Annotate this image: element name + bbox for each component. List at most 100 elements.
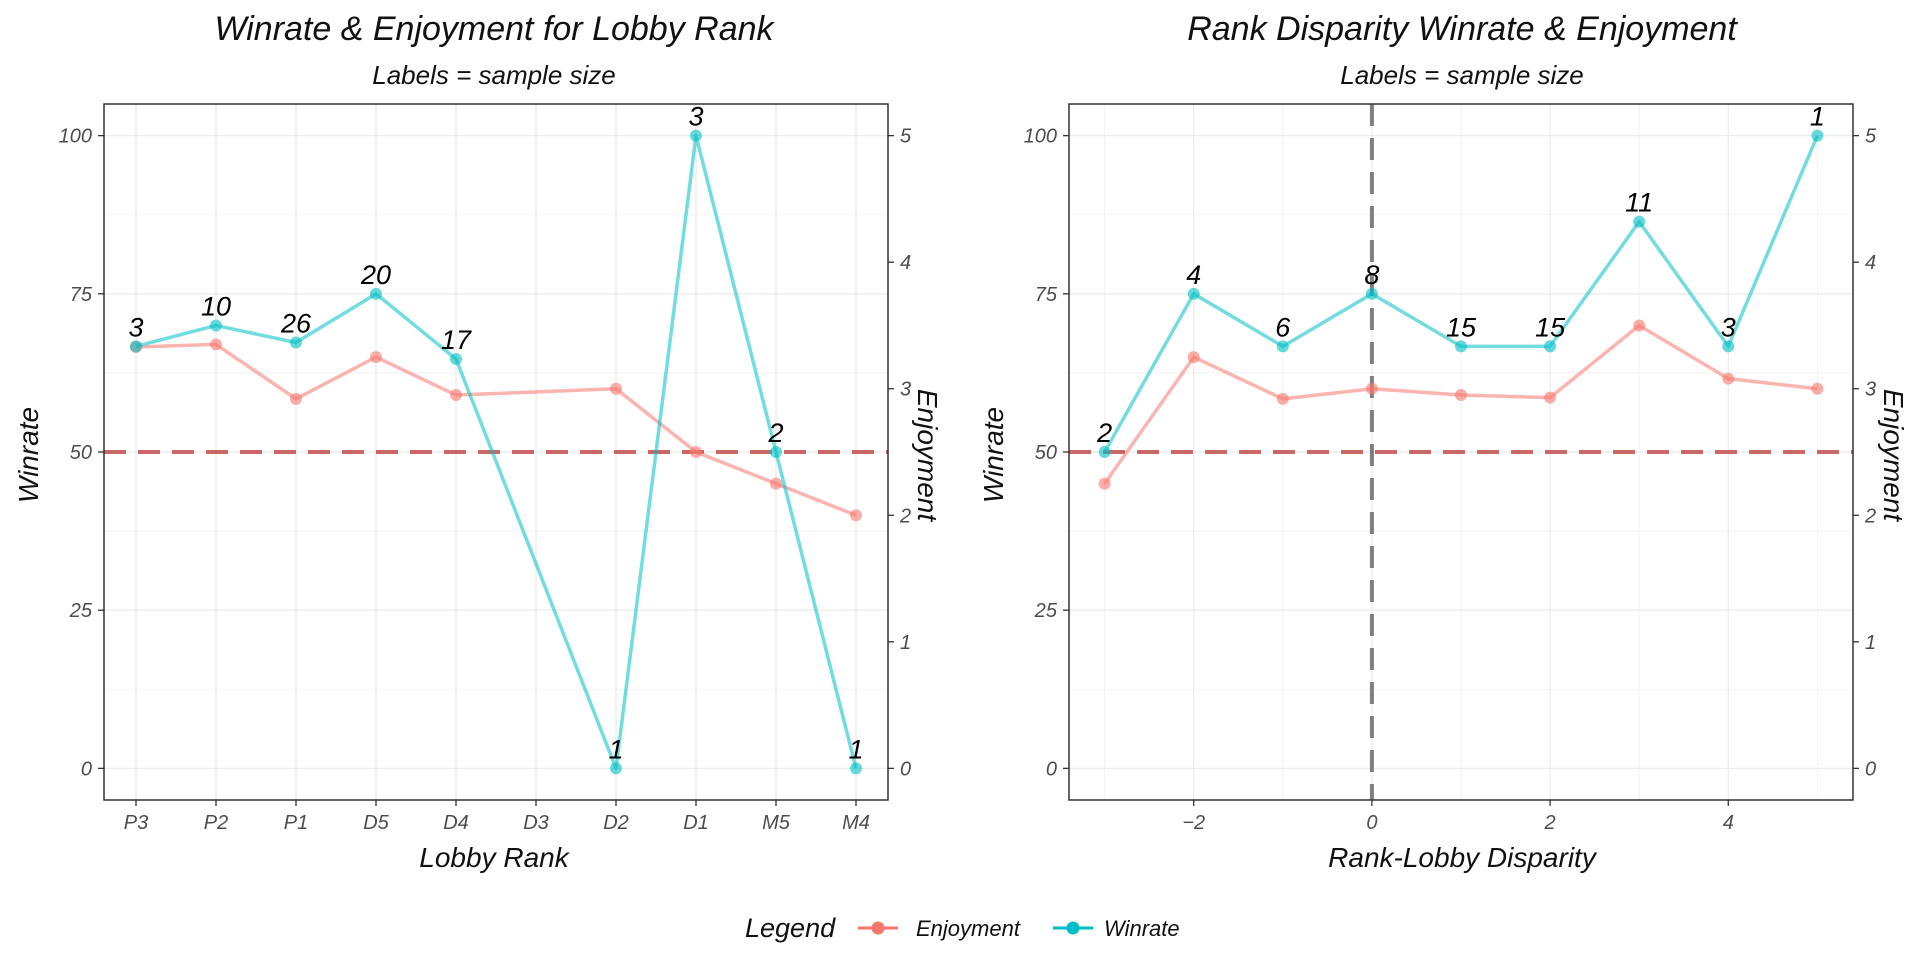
data-point xyxy=(690,129,702,142)
data-point xyxy=(1633,215,1646,228)
y-tick-label: 0 xyxy=(1046,758,1057,780)
data-point xyxy=(1722,340,1735,353)
legend-item-enjoyment: Enjoyment xyxy=(858,916,1021,941)
series-enjoyment xyxy=(1098,319,1824,490)
data-point xyxy=(450,352,462,365)
data-point xyxy=(1365,287,1378,300)
x-tick-label: M4 xyxy=(842,812,870,834)
chart-panel-lobby-rank: Winrate & Enjoyment for Lobby Rank Label… xyxy=(13,10,943,873)
y-tick-label: 50 xyxy=(70,442,92,464)
data-point xyxy=(1722,372,1735,385)
data-point xyxy=(1365,382,1378,395)
data-label: 17 xyxy=(441,325,472,355)
data-point xyxy=(370,351,382,364)
data-label: 1 xyxy=(848,734,863,764)
data-point xyxy=(1098,446,1111,458)
data-label: 11 xyxy=(1625,188,1653,218)
data-point xyxy=(610,762,622,775)
data-point xyxy=(450,389,462,402)
x-tick-label: −2 xyxy=(1182,812,1205,834)
y2-tick-label: 0 xyxy=(1865,758,1876,780)
data-point xyxy=(1811,382,1824,395)
data-point xyxy=(1455,389,1467,402)
y-tick-label: 25 xyxy=(69,600,93,622)
x-tick-label: 2 xyxy=(1544,812,1556,834)
x-tick-label: M5 xyxy=(762,812,791,834)
data-point xyxy=(770,477,782,490)
x-tick-label: D4 xyxy=(443,812,469,834)
data-point xyxy=(1455,340,1467,353)
x-tick-label: D2 xyxy=(603,812,629,834)
legend: Legend Enjoyment Winrate xyxy=(745,913,1180,943)
x-tick-label: P1 xyxy=(284,812,308,834)
y2-tick-label: 4 xyxy=(1865,252,1876,274)
series-winrate: 3 10 26 20 17 1 3 2 1 xyxy=(128,102,864,775)
y-tick-label: 25 xyxy=(1034,600,1058,622)
x-tick-label: P2 xyxy=(204,812,228,834)
data-label: 3 xyxy=(688,102,703,132)
legend-key-point xyxy=(1066,921,1080,935)
data-label: 6 xyxy=(1275,312,1291,342)
y-tick-label: 100 xyxy=(1024,126,1057,148)
data-point xyxy=(290,336,302,349)
chart-subtitle: Labels = sample size xyxy=(1340,60,1584,90)
data-label: 10 xyxy=(201,291,231,321)
data-label: 1 xyxy=(608,734,623,764)
y-tick-label: 75 xyxy=(1035,284,1058,306)
data-label: 2 xyxy=(767,418,783,448)
data-point xyxy=(1098,477,1111,490)
y-tick-label: 100 xyxy=(59,126,92,148)
data-point xyxy=(210,338,222,351)
y2-tick-label: 3 xyxy=(1865,379,1876,401)
data-point xyxy=(290,392,302,405)
y2-tick-label: 1 xyxy=(900,632,911,654)
legend-title: Legend xyxy=(745,913,836,943)
data-point xyxy=(1276,340,1289,353)
data-point xyxy=(850,762,862,775)
chart-title: Rank Disparity Winrate & Enjoyment xyxy=(1187,10,1738,48)
y2-axis-label: Enjoyment xyxy=(912,389,943,523)
data-point xyxy=(210,319,222,332)
data-point xyxy=(1276,392,1289,405)
x-tick-label: D5 xyxy=(363,812,389,834)
x-tick-label: 4 xyxy=(1723,812,1734,834)
chart-title: Winrate & Enjoyment for Lobby Rank xyxy=(214,10,775,48)
data-label: 15 xyxy=(1446,312,1477,342)
y2-tick-label: 3 xyxy=(900,379,911,401)
y2-tick-label: 5 xyxy=(900,126,912,148)
chart-subtitle: Labels = sample size xyxy=(372,60,616,90)
x-tick-label: D1 xyxy=(683,812,709,834)
y-axis-label: Winrate xyxy=(13,407,44,503)
y-tick-label: 75 xyxy=(70,284,93,306)
y2-axis-label: Enjoyment xyxy=(1878,389,1909,523)
data-label: 26 xyxy=(280,309,312,339)
data-label: 15 xyxy=(1535,312,1566,342)
y2-tick-label: 2 xyxy=(1864,505,1876,527)
x-tick-label: P3 xyxy=(124,812,148,834)
y-tick-label: 0 xyxy=(81,758,92,780)
legend-key-point xyxy=(871,921,885,935)
y-axis-label: Winrate xyxy=(978,407,1009,503)
data-point xyxy=(690,446,702,458)
data-point xyxy=(850,509,862,522)
series-winrate: 2 4 6 8 15 15 11 3 1 xyxy=(1096,102,1825,458)
x-tick-label: 0 xyxy=(1366,812,1377,834)
data-point xyxy=(1187,351,1200,364)
data-label: 3 xyxy=(128,312,143,342)
data-label: 20 xyxy=(360,260,391,290)
legend-label: Winrate xyxy=(1104,916,1180,941)
data-point xyxy=(1811,129,1824,142)
data-label: 4 xyxy=(1186,260,1201,290)
legend-item-winrate: Winrate xyxy=(1053,916,1180,941)
data-label: 8 xyxy=(1364,260,1379,290)
y2-tick-label: 5 xyxy=(1865,126,1877,148)
data-point xyxy=(1544,340,1557,353)
data-label: 3 xyxy=(1721,312,1736,342)
y2-tick-label: 0 xyxy=(900,758,911,780)
data-label: 2 xyxy=(1096,418,1112,448)
y-tick-label: 50 xyxy=(1035,442,1057,464)
y2-tick-label: 1 xyxy=(1865,632,1876,654)
chart-panel-rank-disparity: Rank Disparity Winrate & Enjoyment Label… xyxy=(978,10,1909,873)
data-point xyxy=(130,340,142,353)
